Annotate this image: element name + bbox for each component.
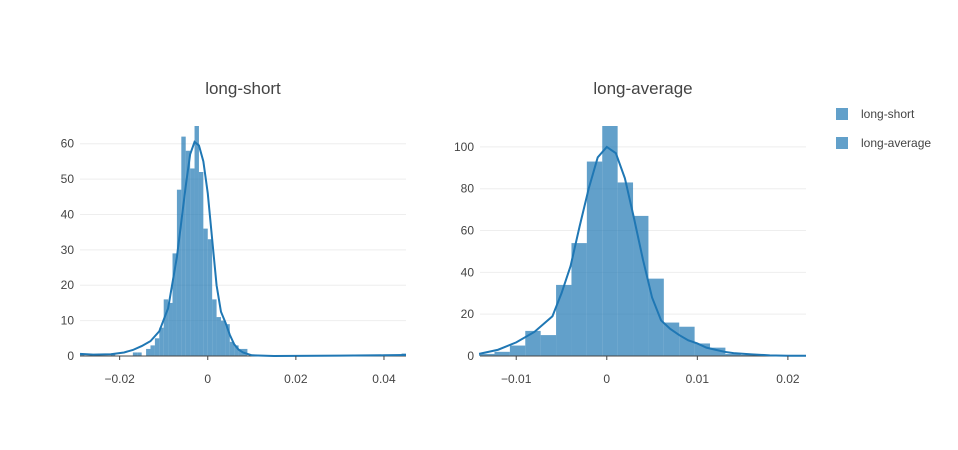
histogram-bar[interactable] [710,347,726,356]
y-tick-label: 0 [467,349,474,363]
subplot-long-short: 0 10 20 30 40 50 60 −0.02 0 0.02 0.04 long-short [61,79,407,386]
histogram-bar[interactable] [238,348,243,356]
legend-item-long-short[interactable]: long-short [836,107,915,121]
histogram-bar[interactable] [509,345,526,356]
x-tick-label: 0 [204,372,211,386]
histogram-bar[interactable] [190,168,195,356]
x-tick-label: 0.01 [686,372,710,386]
y-tick-label: 40 [61,207,75,221]
y-tick-label: 80 [461,182,475,196]
histogram-bar[interactable] [207,239,213,356]
y-tick-label: 60 [61,137,75,151]
kde-curve[interactable] [478,145,806,357]
histogram-bar[interactable] [229,341,235,356]
histogram-bar[interactable] [203,228,208,356]
histogram-bar[interactable] [132,352,138,356]
x-tick-label: 0.02 [284,372,308,386]
legend-label-long-average: long-average [861,136,931,150]
histogram-bar[interactable] [633,215,649,356]
histogram-bar[interactable] [679,326,695,356]
subplot-title: long-short [205,79,281,98]
histogram-bar[interactable] [602,126,618,356]
histogram-bar[interactable] [172,253,177,356]
histogram-bar[interactable] [146,348,151,356]
legend-item-long-average[interactable]: long-average [836,136,931,150]
legend-swatch-long-short [836,108,848,120]
histogram-bar[interactable] [110,354,116,356]
histogram-bar[interactable] [494,351,510,356]
histogram-bar[interactable] [663,322,680,356]
y-tick-label: 50 [61,172,75,186]
x-tick-label: 0.04 [372,372,396,386]
y-tick-label: 20 [61,278,75,292]
histogram-bar[interactable] [154,338,160,356]
legend-label-long-short: long-short [861,107,915,121]
x-tick-label: 0.02 [776,372,800,386]
subplot-title: long-average [593,79,692,98]
y-tick-label: 0 [67,349,74,363]
y-tick-label: 10 [61,314,75,328]
histogram-bar[interactable] [163,299,169,356]
histogram-bar[interactable] [168,302,173,356]
histogram-bar[interactable] [571,243,587,356]
legend[interactable]: long-short long-average [836,107,931,150]
histogram-bar[interactable] [220,320,226,356]
histogram-bar[interactable] [540,335,557,356]
legend-swatch-long-average [836,137,848,149]
histogram-bar[interactable] [216,317,221,356]
y-tick-label: 20 [461,307,475,321]
x-tick-label: −0.02 [104,372,135,386]
histogram-bar[interactable] [80,354,85,356]
histogram-bar[interactable] [198,172,204,356]
histogram-bar[interactable] [137,352,142,356]
histogram-bar[interactable] [525,330,541,356]
histogram-bar[interactable] [185,150,191,356]
y-tick-label: 30 [61,243,75,257]
x-tick-label: 0 [603,372,610,386]
histogram-bar[interactable] [740,354,757,356]
histogram-bar[interactable] [181,136,186,356]
histogram-bar[interactable] [176,189,182,356]
histogram-bar[interactable] [479,353,495,356]
histogram-bar[interactable] [159,327,164,356]
y-tick-label: 100 [454,140,474,154]
histogram-bar[interactable] [194,126,199,356]
y-tick-label: 40 [461,265,475,279]
y-tick-label: 60 [461,224,475,238]
x-tick-label: −0.01 [501,372,532,386]
histogram-bar[interactable] [234,345,239,356]
histogram-bar[interactable] [212,299,217,356]
histogram-bar[interactable] [150,345,155,356]
kde-curve[interactable] [79,140,407,358]
histogram-bar[interactable] [225,324,230,356]
histogram-bar[interactable] [617,182,634,356]
subplot-long-average: 0 20 40 60 80 100 −0.01 0 0.01 0.02 long-average [454,79,806,386]
histogram-bar[interactable] [725,353,741,356]
histogram-bar[interactable] [586,161,603,356]
histogram-bar[interactable] [556,284,572,356]
